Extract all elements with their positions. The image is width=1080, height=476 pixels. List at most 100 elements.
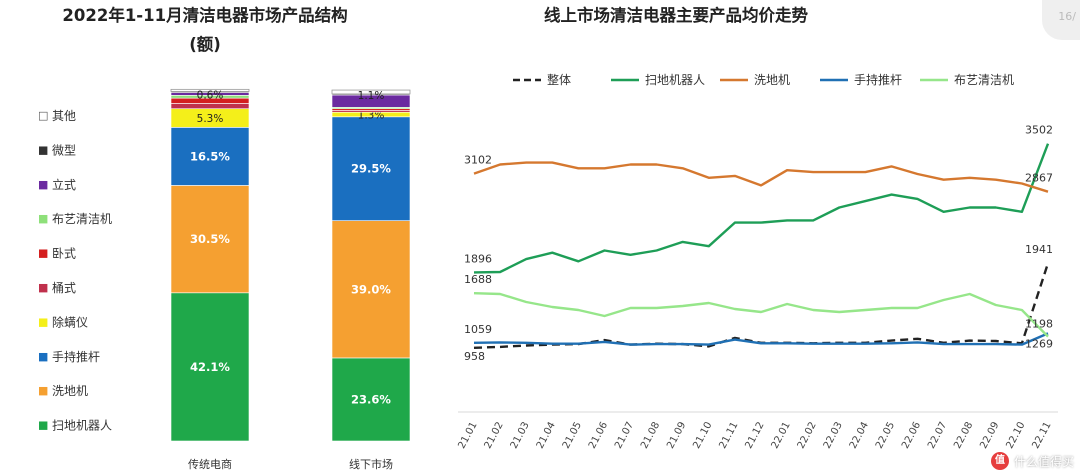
value-annotation: 2867 [1025,172,1053,185]
value-annotation: 1269 [1025,337,1053,350]
x-tick-label: 22.03 [822,420,845,450]
market-structure-chart: 2022年1-11月清洁电器市场产品结构 (额) □ 其他 ■ 微型 ■ 立式 ■ 布艺清洁机… [38,5,411,471]
x-tick-label: 21.06 [587,420,610,450]
right-chart-legend: 整体 扫地机器人 洗地机 手持推杆 布艺清洁机 [513,72,1014,87]
x-tick-label: 21.04 [535,420,558,450]
bar-data-label: 42.1% [190,360,230,374]
legend-label: 洗地机 [754,73,790,87]
x-tick-label: 22.06 [900,420,923,450]
x-tick-label: 21.11 [717,420,740,450]
bar-data-label: 5.3% [197,113,224,125]
legend-label: 扫地机器人 [52,419,112,433]
right-chart-title: 线上市场清洁电器主要产品均价走势 [544,5,809,25]
legend-marker: ■ [38,384,48,397]
bar-segment [170,88,250,92]
x-tick-label: 22.05 [874,420,897,450]
bar-segment [170,103,250,110]
price-trend-chart: 线上市场清洁电器主要产品均价走势 整体 扫地机器人 洗地机 手持推杆 布艺清洁机 958… [456,5,1058,451]
x-tick-label: 21.02 [483,420,506,450]
legend-marker: ■ [38,143,48,156]
bar-segment [170,292,250,442]
bar-segment [331,220,411,359]
legend-label: 立式 [52,177,76,192]
bar-data-label: 29.5% [351,162,391,176]
legend-label: 手持推杆 [854,72,902,87]
series-line [473,161,1049,193]
value-annotation: 1896 [464,252,492,265]
bar-segment [170,185,250,294]
legend-marker: ■ [38,350,48,363]
legend-marker: ■ [38,315,48,328]
value-annotation: 1941 [1025,243,1053,256]
left-chart-legend: □ 其他 ■ 微型 ■ 立式 ■ 布艺清洁机 ■ 卧式 ■ 桶式 ■ 除螨仪 ■ 手持推杆 ■ 洗地机 ■ 扫地机器人 [38,109,112,433]
bar-data-label: 16.5% [190,149,230,163]
legend-marker: ■ [38,178,48,191]
legend-item: 洗地机 [720,73,790,87]
x-tick-label: 22.08 [952,420,975,450]
left-chart-subtitle: (额) [189,34,221,54]
legend-marker: ■ [38,419,48,432]
x-tick-label: 22.01 [770,420,793,450]
series-lines [473,143,1050,349]
watermark-text: 什么值得买 [1013,454,1074,469]
x-tick-label: 21.12 [743,420,766,450]
x-tick-label: 21.05 [561,420,584,450]
bar-data-label: 30.5% [190,232,230,246]
legend-item: 整体 [513,72,571,87]
legend-label: 其他 [52,109,76,123]
bar-data-label: 39.0% [351,282,391,296]
value-annotation: 1688 [464,273,492,286]
bar-data-label: 1.1% [358,90,385,102]
x-tick-label: 21.07 [613,420,636,450]
x-tick-label: 21.03 [509,420,532,450]
legend-marker: ■ [38,247,48,260]
legend-label: 除螨仪 [52,314,88,329]
value-annotation: 3502 [1025,124,1053,137]
x-tick-label: 21.10 [691,420,714,450]
legend-label: 布艺清洁机 [52,212,112,226]
series-annotations: 958 1941 1896 3502 3102 2867 1059 1269 1688 1198 [464,124,1053,363]
page-indicator: 16/ [1042,0,1080,40]
watermark: 值 什么值得买 [990,452,1074,470]
series-line [473,143,1050,274]
left-chart-title: 2022年1-11月清洁电器市场产品结构 [62,5,347,25]
category-axis: 传统电商 线下市场 [188,457,393,471]
watermark-logo-icon: 值 [990,452,1009,470]
series-line [473,262,1050,349]
bar-data-label: 23.6% [351,392,391,406]
legend-item: 布艺清洁机 [920,73,1014,87]
x-tick-label: 21.08 [639,420,662,450]
legend-label: 手持推杆 [52,349,100,364]
legend-label: 桶式 [52,280,76,295]
series-line [473,292,1049,338]
value-annotation: 1059 [464,323,492,336]
legend-marker: ■ [38,212,48,225]
stacked-bars: 42.1% 30.5% 16.5% 5.3% 0.6% 23.6% 39.0% 29.5% 1.… [170,88,411,442]
category-label: 传统电商 [188,457,232,471]
x-tick-label: 22.09 [978,420,1001,450]
legend-item: 扫地机器人 [611,73,705,87]
x-tick-label: 21.01 [456,420,479,450]
legend-label: 洗地机 [52,384,88,398]
value-annotation: 958 [464,350,485,363]
x-tick-label: 22.02 [796,420,819,450]
legend-label: 卧式 [52,247,76,261]
legend-label: 扫地机器人 [645,73,705,87]
bar-segment [331,357,411,442]
bar-segment [331,116,411,221]
legend-label: 微型 [52,143,76,157]
bar-segment [331,89,411,95]
legend-marker: ■ [38,281,48,294]
legend-label: 布艺清洁机 [954,73,1014,87]
x-tick-label: 21.09 [665,420,688,450]
legend-marker: □ [38,109,48,122]
x-axis-ticks: 21.01 21.02 21.03 21.04 21.05 21.06 21.07 21.08… [456,420,1053,450]
bar-data-label: 0.6% [197,89,224,101]
value-annotation: 1198 [1025,318,1053,331]
x-tick-label: 22.04 [848,420,871,450]
x-tick-label: 22.11 [1030,420,1053,450]
series-line [473,332,1049,346]
legend-item: 手持推杆 [820,72,902,87]
x-tick-label: 22.10 [1004,420,1027,450]
x-tick-label: 22.07 [926,420,949,450]
